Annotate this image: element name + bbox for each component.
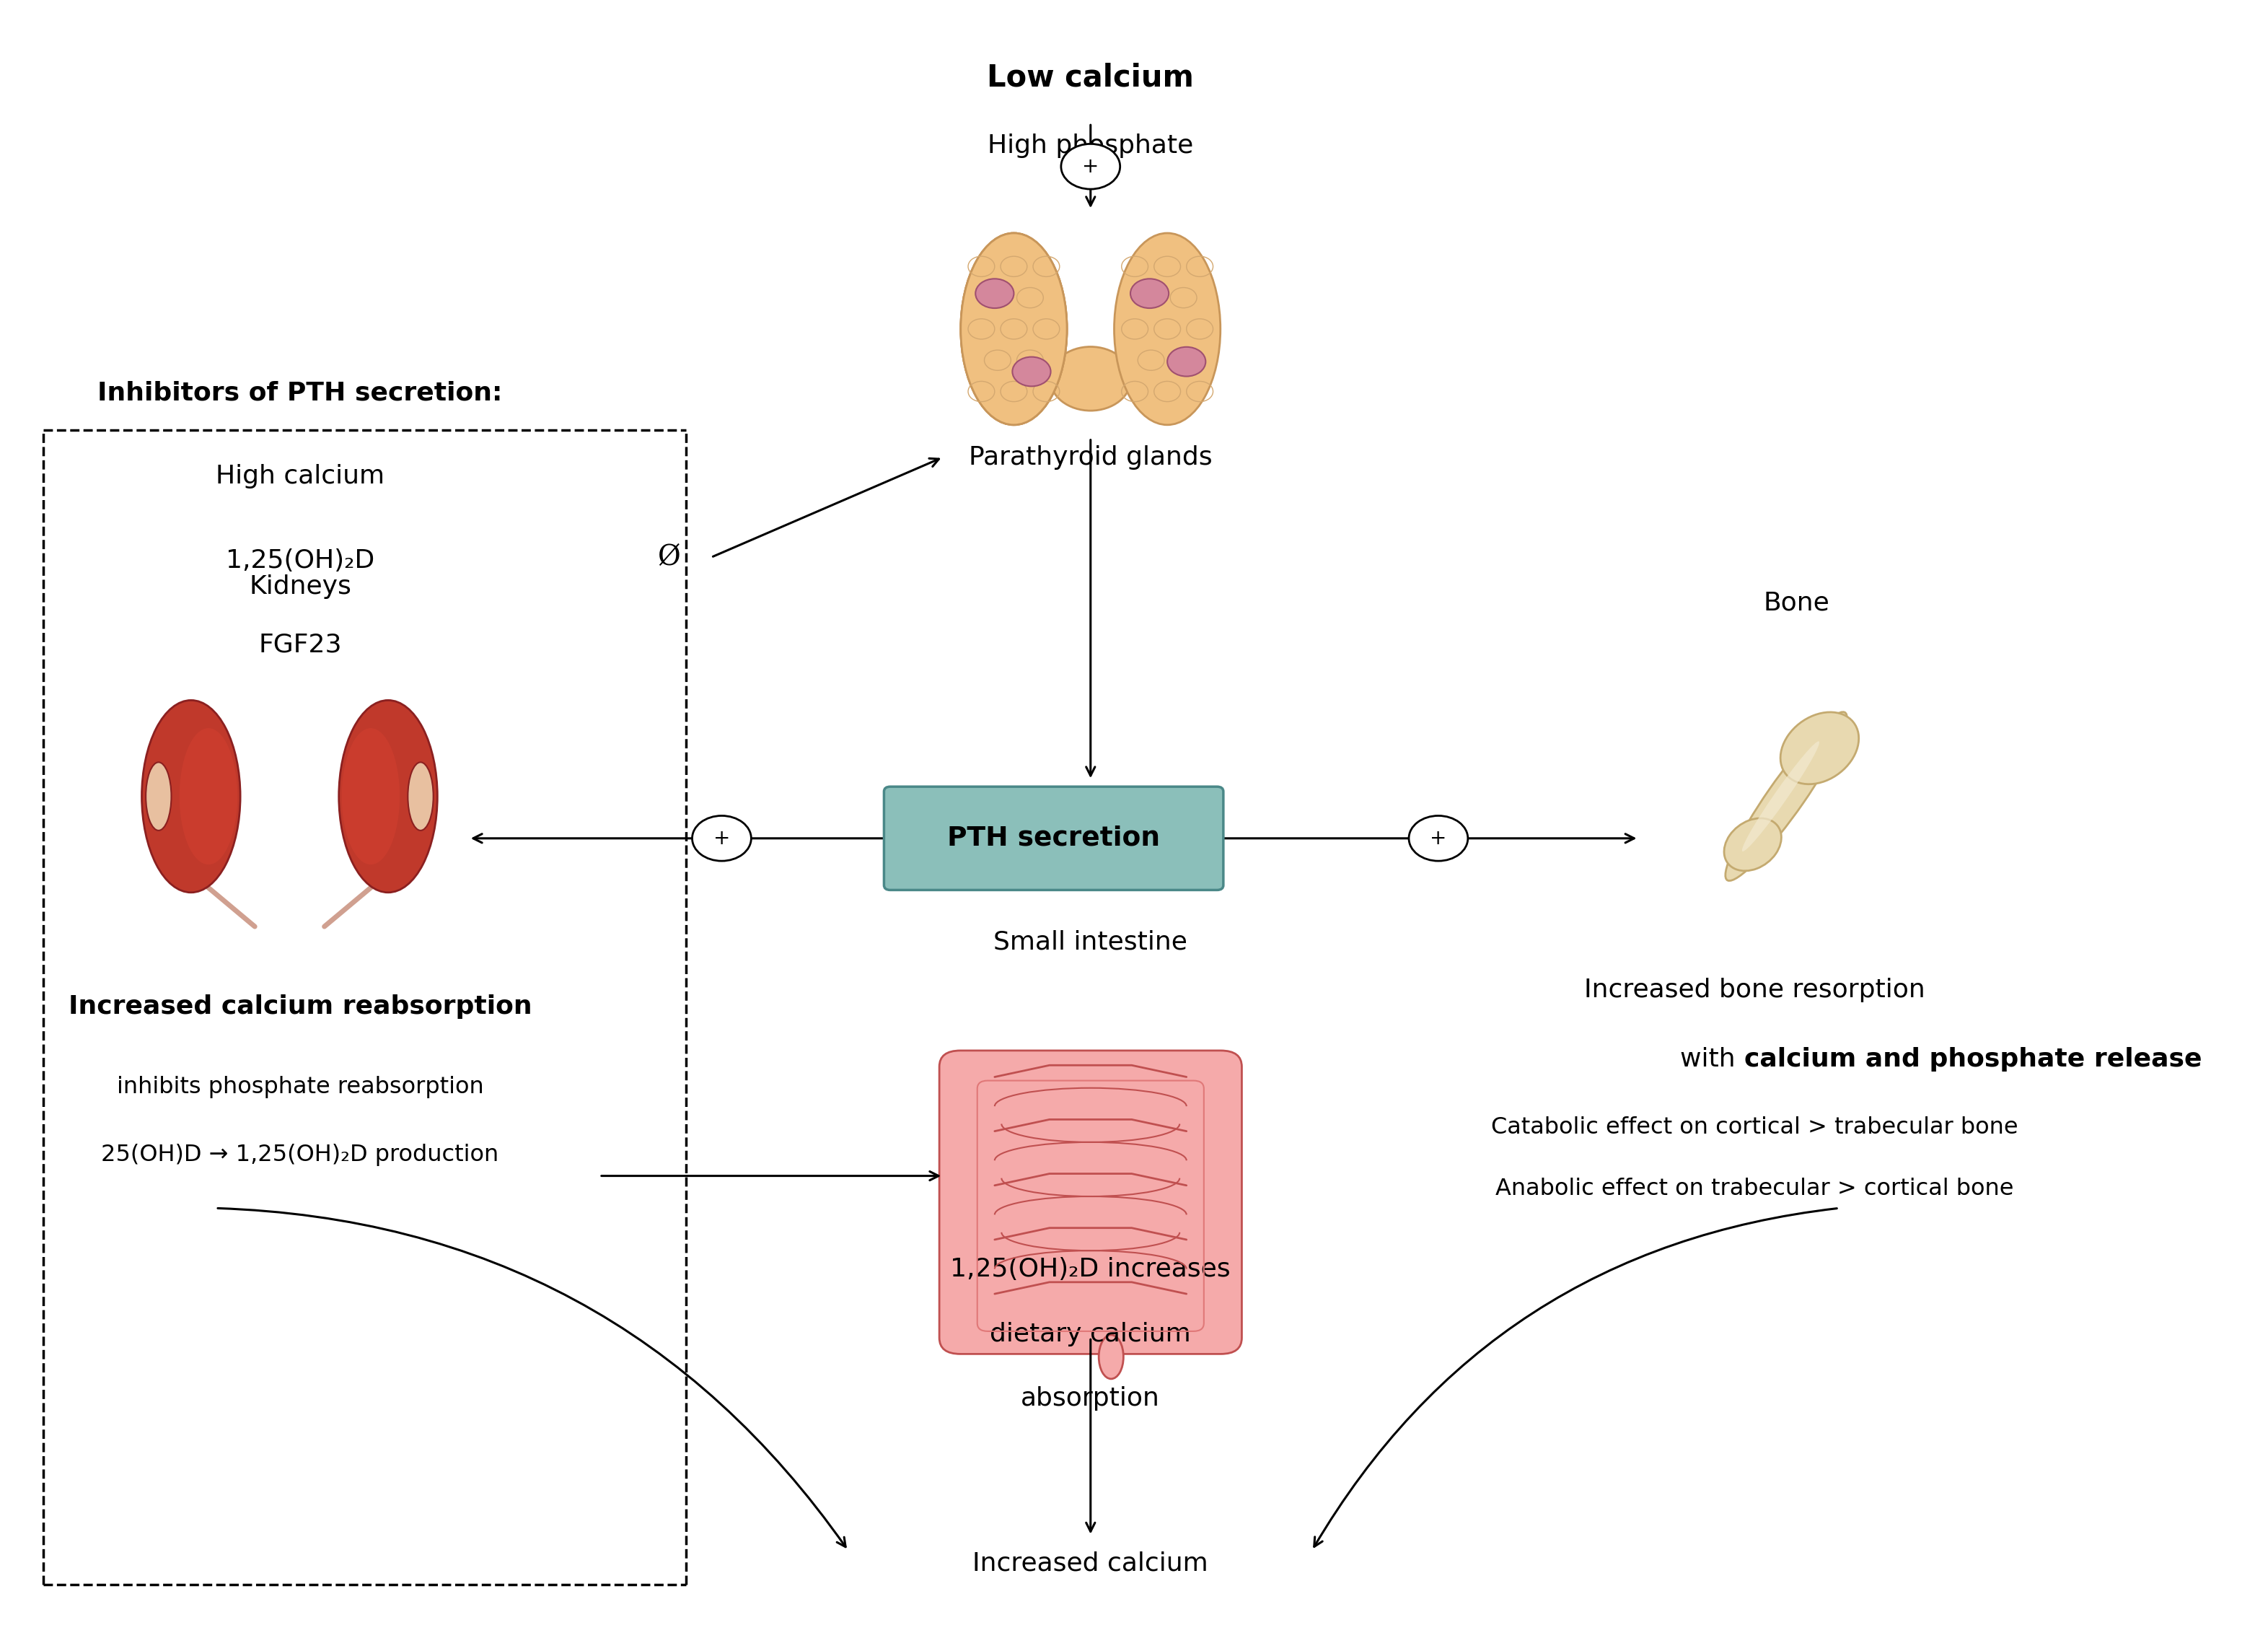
Ellipse shape: [1098, 1334, 1123, 1380]
Ellipse shape: [962, 232, 1066, 424]
Circle shape: [692, 816, 751, 861]
Text: inhibits phosphate reabsorption: inhibits phosphate reabsorption: [116, 1076, 483, 1098]
Text: Ø: Ø: [658, 544, 680, 570]
FancyBboxPatch shape: [885, 787, 1222, 891]
Ellipse shape: [1726, 712, 1846, 881]
Text: 1,25(OH)₂D increases: 1,25(OH)₂D increases: [950, 1258, 1232, 1282]
Ellipse shape: [342, 728, 399, 865]
Ellipse shape: [962, 232, 1066, 424]
Circle shape: [1129, 280, 1168, 309]
Text: High phosphate: High phosphate: [987, 133, 1193, 158]
Text: calcium and phosphate release: calcium and phosphate release: [1744, 1048, 2202, 1072]
Text: +: +: [1082, 156, 1100, 177]
Circle shape: [1012, 358, 1050, 387]
Ellipse shape: [179, 728, 238, 865]
Text: Increased bone resorption: Increased bone resorption: [1583, 978, 1926, 1003]
Ellipse shape: [143, 700, 240, 892]
Text: +: +: [712, 829, 730, 848]
Text: absorption: absorption: [1021, 1386, 1161, 1410]
Text: Parathyroid glands: Parathyroid glands: [968, 445, 1213, 470]
Ellipse shape: [1724, 819, 1780, 871]
Text: Anabolic effect on trabecular > cortical bone: Anabolic effect on trabecular > cortical…: [1495, 1178, 2014, 1199]
Ellipse shape: [962, 232, 1066, 424]
Text: +: +: [1429, 829, 1447, 848]
Text: Low calcium: Low calcium: [987, 62, 1193, 93]
Ellipse shape: [1780, 712, 1860, 785]
Circle shape: [1061, 145, 1120, 189]
FancyBboxPatch shape: [939, 1050, 1243, 1354]
Text: High calcium: High calcium: [215, 465, 386, 489]
Text: Bone: Bone: [1765, 590, 1830, 614]
Text: Inhibitors of PTH secretion:: Inhibitors of PTH secretion:: [98, 380, 503, 405]
Text: PTH secretion: PTH secretion: [948, 826, 1159, 852]
Text: Increased calcium: Increased calcium: [973, 1552, 1209, 1576]
Text: Small intestine: Small intestine: [993, 930, 1188, 954]
Circle shape: [1408, 816, 1467, 861]
Circle shape: [1168, 348, 1207, 377]
Ellipse shape: [338, 700, 438, 892]
Text: FGF23: FGF23: [259, 632, 342, 656]
Text: dietary calcium: dietary calcium: [991, 1321, 1191, 1347]
Ellipse shape: [1114, 232, 1220, 424]
Ellipse shape: [408, 762, 433, 830]
Text: 1,25(OH)₂D: 1,25(OH)₂D: [227, 548, 374, 574]
Text: 25(OH)D → 1,25(OH)₂D production: 25(OH)D → 1,25(OH)₂D production: [102, 1144, 499, 1167]
Ellipse shape: [1050, 346, 1132, 411]
Ellipse shape: [1742, 741, 1819, 852]
Text: Kidneys: Kidneys: [249, 574, 352, 598]
Ellipse shape: [145, 762, 172, 830]
Circle shape: [975, 280, 1014, 309]
Text: Increased calcium reabsorption: Increased calcium reabsorption: [68, 994, 533, 1019]
Text: with: with: [1681, 1048, 1744, 1072]
Text: Catabolic effect on cortical > trabecular bone: Catabolic effect on cortical > trabecula…: [1490, 1116, 2019, 1139]
